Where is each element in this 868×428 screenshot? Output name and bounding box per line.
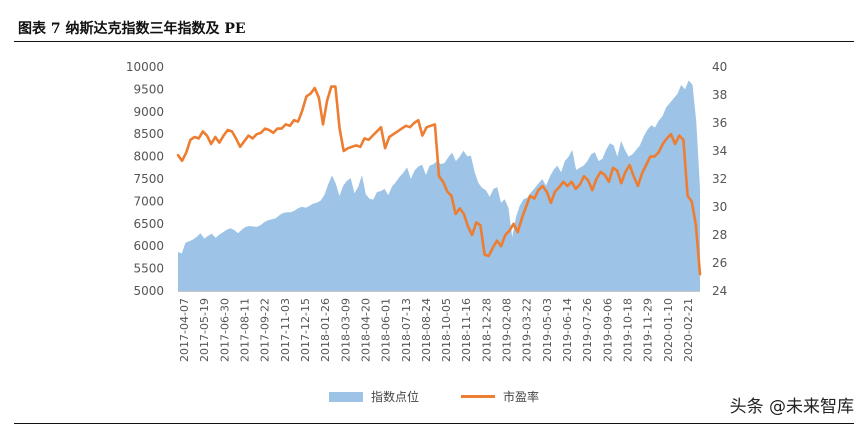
line-series-layer [176,85,702,276]
x-tick-label: 2018-10-05 [440,298,453,362]
y-right-tick-label: 24 [712,284,727,298]
y-right-tick-label: 28 [712,228,727,242]
legend-label-index: 指数点位 [370,390,419,404]
x-tick-label: 2017-04-07 [178,298,191,362]
x-tick-label: 2017-06-30 [218,298,231,362]
x-tick-label: 2018-01-26 [319,298,332,362]
x-tick-label: 2018-08-24 [420,298,433,362]
x-tick-label: 2018-12-28 [480,298,493,362]
x-tick-label: 2019-06-14 [561,298,574,362]
right-axis: 24 26 28 30 32 34 36 38 40 [712,60,727,298]
y-left-tick-label: 6000 [133,239,164,253]
legend-swatch-area [328,391,363,402]
x-tick-label: 2018-06-01 [380,298,393,362]
x-tick-label: 2019-10-18 [622,298,635,362]
x-tick-label: 2017-09-22 [259,298,272,362]
index-area [178,80,700,292]
legend: 指数点位 市盈率 [0,388,868,405]
x-tick-label: 2019-11-29 [642,298,655,362]
x-tick-label: 2019-07-26 [581,298,594,362]
legend-item-index: 指数点位 [328,388,419,405]
x-tick-label: 2020-01-10 [662,298,675,362]
y-left-tick-label: 8000 [133,150,164,164]
y-right-tick-label: 38 [712,88,727,102]
y-right-tick-label: 26 [712,256,727,270]
y-right-tick-label: 34 [712,144,727,158]
x-tick-label: 2017-12-15 [299,298,312,362]
y-left-tick-label: 5000 [133,284,164,298]
x-tick-label: 2018-07-13 [400,298,413,362]
y-left-tick-label: 5500 [133,262,164,276]
x-tick-label: 2018-11-16 [460,298,473,362]
y-left-tick-label: 7500 [133,172,164,186]
chart-title: 图表 7 纳斯达克指数三年指数及 PE [18,21,246,37]
y-left-tick-label: 9000 [133,105,164,119]
x-tick-label: 2019-02-08 [501,298,514,362]
y-left-tick-label: 10000 [126,60,164,74]
y-right-tick-label: 36 [712,116,727,130]
legend-swatch-line [461,395,495,398]
y-left-tick-label: 9500 [133,82,164,96]
y-right-tick-label: 40 [712,60,727,74]
legend-item-pe: 市盈率 [461,388,539,405]
area-series-layer [178,80,700,292]
y-left-tick-label: 8500 [133,127,164,141]
x-tick-label: 2018-04-20 [359,298,372,362]
x-tick-label: 2019-03-22 [521,298,534,362]
bottom-rule [14,423,854,424]
x-tick-label: 2018-03-09 [339,298,352,362]
y-right-tick-label: 32 [712,172,727,186]
x-tick-label: 2019-09-06 [601,298,614,362]
x-tick-label: 2017-11-03 [279,298,292,362]
pe-line [176,85,702,276]
x-tick-label: 2019-05-03 [541,298,554,362]
left-axis: 5000 5500 6000 6500 7000 7500 8000 8500 9000 9500… [126,60,164,298]
x-tick-label: 2020-02-21 [682,298,695,362]
watermark: 头条 @未来智库 [729,397,854,417]
legend-label-pe: 市盈率 [503,390,540,404]
y-left-tick-label: 6500 [133,217,164,231]
x-tick-label: 2017-08-11 [238,298,251,362]
top-rule [14,41,854,42]
x-axis: 2017-04-07 2017-05-19 2017-06-30 2017-08-11… [178,291,700,362]
y-right-tick-label: 30 [712,200,727,214]
x-tick-label: 2017-05-19 [198,298,211,362]
y-left-tick-label: 7000 [133,194,164,208]
